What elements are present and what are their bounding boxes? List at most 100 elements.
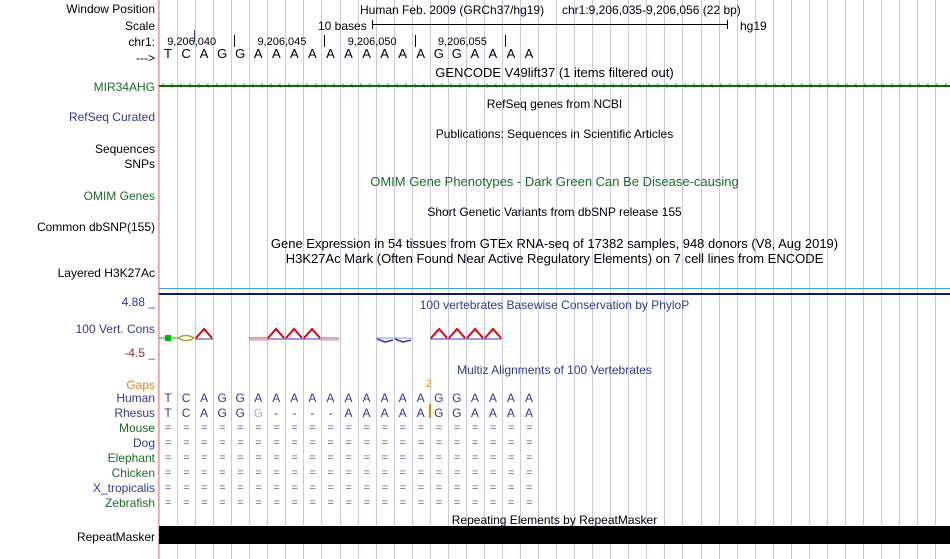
conservation-bar-flat	[321, 336, 340, 341]
alignment-row-mouse[interactable]: = = = = = = = = = = = = = = = = = = = = =	[159, 422, 950, 435]
alignment-cell: =	[201, 422, 208, 434]
track-label-gaps[interactable]: Gaps	[126, 378, 155, 392]
alignment-cell: A	[272, 391, 281, 405]
alignment-row-elephant[interactable]: = = = = = = = = = = = = = = = = = = = = =	[159, 452, 950, 465]
conservation-bar-peak	[429, 327, 448, 341]
strand-arrow-icon: ‹	[791, 80, 795, 91]
alignment-cell: =	[219, 497, 226, 509]
species-label-zebrafish[interactable]: Zebrafish	[104, 496, 155, 510]
track-label-refseq-curated[interactable]: RefSeq Curated	[68, 110, 155, 124]
strand-arrow-icon: ‹	[692, 80, 696, 91]
strand-arrow-icon: ‹	[476, 80, 480, 91]
alignment-cell: A	[470, 406, 479, 420]
strand-arrow-icon: ‹	[800, 80, 804, 91]
strand-arrow-icon: ‹	[404, 80, 408, 91]
track-title-h3k27ac[interactable]: H3K27Ac Mark (Often Found Near Active Re…	[285, 251, 824, 266]
alignment-cell: G	[217, 391, 227, 405]
track-label-layered-h3k27ac[interactable]: Layered H3K27Ac	[57, 266, 155, 280]
species-label-x_tropicalis[interactable]: X_tropicalis	[92, 481, 155, 495]
alignment-cell: =	[183, 452, 190, 464]
track-title-gtex[interactable]: Gene Expression in 54 tissues from GTEx …	[270, 236, 839, 251]
track-title-phylop[interactable]: 100 vertebrates Basewise Conservation by…	[419, 298, 690, 312]
alignment-row-zebrafish[interactable]: = = = = = = = = = = = = = = = = = = = = =	[159, 497, 950, 510]
alignment-cell: =	[165, 437, 171, 449]
track-label-snps[interactable]: SNPs	[124, 157, 155, 171]
track-title-repeatmasker[interactable]: Repeating Elements by RepeatMasker	[451, 513, 658, 527]
species-label-elephant[interactable]: Elephant	[107, 451, 155, 465]
track-title-refseq[interactable]: RefSeq genes from NCBI	[486, 97, 623, 111]
conservation-marker-lens	[177, 333, 196, 343]
alignment-cell: =	[435, 497, 442, 509]
strand-arrow-icon: ‹	[764, 80, 768, 91]
strand-arrow-icon: ‹	[674, 80, 678, 91]
species-label-human[interactable]: Human	[116, 391, 155, 405]
alignment-cell: =	[471, 422, 478, 434]
alignment-cell: =	[183, 497, 190, 509]
strand-arrow-icon: ‹	[377, 80, 381, 91]
track-title-publications[interactable]: Publications: Sequences in Scientific Ar…	[435, 127, 674, 141]
strand-arrow-icon: ‹	[323, 80, 327, 91]
track-label-mir34ahg[interactable]: MIR34AHG	[93, 80, 155, 94]
track-label-common-dbsnp[interactable]: Common dbSNP(155)	[36, 220, 155, 234]
track-title-omim[interactable]: OMIM Gene Phenotypes - Dark Green Can Be…	[370, 174, 739, 189]
alignment-cell: A	[488, 406, 497, 420]
species-label-dog[interactable]: Dog	[132, 436, 155, 450]
alignment-cell: =	[273, 497, 280, 509]
alignment-cell: =	[183, 437, 190, 449]
strand-arrow-icon: ‹	[440, 80, 444, 91]
conservation-bar-negative	[375, 337, 394, 344]
alignment-cell: =	[183, 422, 190, 434]
track-title-gencode[interactable]: GENCODE V49lift37 (1 items filtered out)	[435, 65, 674, 80]
alignment-cell: =	[237, 452, 244, 464]
strand-arrow-icon: ‹	[467, 80, 471, 91]
alignment-row-x_tropicalis[interactable]: = = = = = = = = = = = = = = = = = = = = =	[159, 482, 950, 495]
track-label-100-vert-cons[interactable]: 100 Vert. Cons	[75, 322, 155, 336]
phylop-axis-max: 4.88 _	[121, 295, 155, 309]
strand-arrow-icon: ‹	[611, 80, 615, 91]
strand-arrow-icon: ‹	[926, 80, 930, 91]
strand-arrow-icon: ‹	[647, 80, 651, 91]
strand-arrow-icon: ‹	[224, 80, 228, 91]
alignment-cell: =	[327, 437, 334, 449]
strand-arrow-icon: ‹	[206, 80, 210, 91]
alignment-cell: A	[200, 406, 209, 420]
track-title-dbsnp[interactable]: Short Genetic Variants from dbSNP releas…	[427, 205, 682, 219]
alignment-row-chicken[interactable]: = = = = = = = = = = = = = = = = = = = = =	[159, 467, 950, 480]
repeatmasker-feature-bar[interactable]	[159, 526, 950, 544]
alignment-cell: =	[219, 467, 226, 479]
track-label-sequences[interactable]: Sequences	[94, 142, 155, 156]
phylop-conservation-plot[interactable]	[159, 318, 950, 356]
alignment-cell: =	[399, 422, 406, 434]
strand-arrow-icon: ‹	[251, 80, 255, 91]
alignment-cell: =	[381, 467, 388, 479]
alignment-cell: A	[308, 391, 317, 405]
position-text[interactable]: chr1:9,206,035-9,206,056 (22 bp)	[562, 3, 741, 17]
ruler-tick-mark	[324, 35, 326, 47]
alignment-cell: =	[273, 437, 280, 449]
alignment-cell: =	[291, 437, 298, 449]
species-label-chicken[interactable]: Chicken	[111, 466, 155, 480]
alignment-cell: =	[273, 467, 280, 479]
track-label-repeatmasker[interactable]: RepeatMasker	[76, 530, 155, 544]
alignment-row-dog[interactable]: = = = = = = = = = = = = = = = = = = = = =	[159, 437, 950, 450]
alignment-cell: =	[345, 452, 352, 464]
alignment-cell: =	[453, 437, 460, 449]
alignment-cell: =	[291, 497, 298, 509]
species-label-mouse[interactable]: Mouse	[118, 421, 155, 435]
alignment-cell: =	[327, 422, 334, 434]
alignment-cell: =	[417, 422, 424, 434]
alignment-cell: A	[416, 391, 425, 405]
gene-strand-arrow-line[interactable]: ‹ ‹ ‹ ‹ ‹ ‹ ‹ ‹ ‹ ‹ ‹ ‹ ‹ ‹ ‹ ‹ ‹ ‹ ‹ ‹ ‹ ‹ ‹ ‹ ‹ ‹ ‹ ‹ ‹ ‹ ‹ ‹ ‹ ‹ ‹ ‹ ‹ ‹ ‹ ‹…	[159, 80, 950, 91]
alignment-cell: A	[398, 391, 407, 405]
species-label-rhesus[interactable]: Rhesus	[114, 406, 155, 420]
alignment-cell: =	[399, 467, 406, 479]
strand-arrow-icon: ‹	[179, 80, 183, 91]
track-title-multiz[interactable]: Multiz Alignments of 100 Vertebrates	[457, 363, 652, 377]
ruler-tick-label: 9,206,050	[347, 36, 397, 48]
track-label-omim-genes[interactable]: OMIM Genes	[83, 189, 155, 203]
alignment-cell: =	[381, 437, 388, 449]
